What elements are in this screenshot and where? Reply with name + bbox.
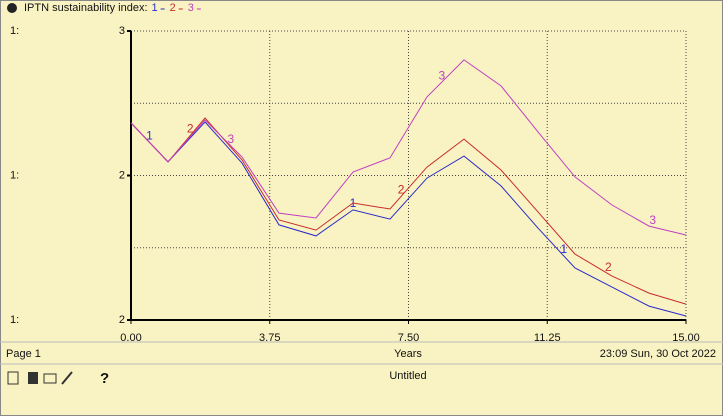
series-marker-label: 2	[187, 122, 194, 136]
timestamp: 23:09 Sun, 30 Oct 2022	[600, 348, 716, 360]
help-button[interactable]: ?	[100, 370, 109, 387]
icon	[7, 3, 17, 13]
series-marker-label: 3	[438, 68, 445, 82]
toolbar-icons[interactable]	[7, 371, 73, 385]
legend-entry: 3	[188, 2, 194, 14]
series-marker-label: 1	[146, 129, 153, 143]
chart-title: IPTN sustainability index:	[24, 2, 148, 14]
legend-entry: 1	[152, 2, 158, 14]
x-tick-label: 0.00	[120, 332, 141, 344]
x-tick-label: 3.75	[259, 332, 280, 344]
axis-prefix: 1:	[10, 314, 19, 326]
legend-entry: 2	[170, 2, 176, 14]
x-tick-label: 15.00	[672, 332, 700, 344]
y-tick-label: 2	[119, 314, 125, 326]
icon[interactable]	[7, 371, 19, 385]
series-marker-label: 2	[398, 183, 405, 197]
series-line	[130, 121, 687, 317]
page-label: Page 1	[6, 348, 41, 360]
axis-prefix: 1:	[10, 169, 19, 181]
x-tick-label: 7.50	[398, 332, 419, 344]
axis-prefix: 1:	[10, 25, 19, 37]
icon[interactable]	[43, 373, 57, 384]
icon[interactable]	[28, 372, 38, 384]
icon[interactable]	[61, 371, 73, 385]
x-axis-label: Years	[394, 348, 422, 360]
series-marker-label: 3	[228, 132, 235, 146]
document-name: Untitled	[389, 370, 426, 382]
y-tick-label: 3	[119, 25, 125, 37]
x-tick-label: 11.25	[534, 332, 561, 344]
series-marker-label: 3	[649, 213, 656, 227]
series-marker-label: 2	[605, 260, 612, 274]
series-marker-label: 1	[561, 242, 568, 256]
series-line	[130, 59, 687, 236]
y-tick-label: 2	[119, 169, 125, 181]
